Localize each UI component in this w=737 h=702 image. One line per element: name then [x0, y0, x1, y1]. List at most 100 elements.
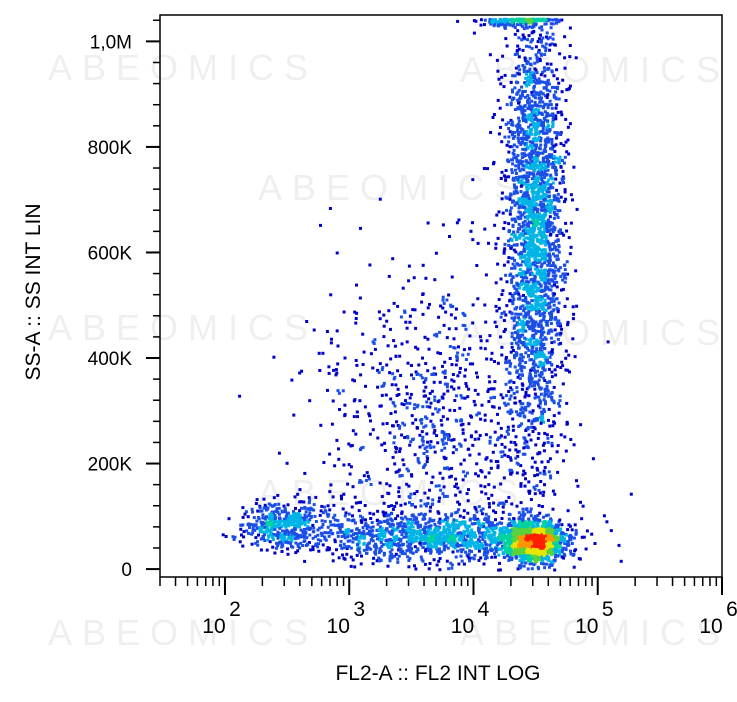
scatter-point	[284, 514, 288, 518]
scatter-point	[528, 233, 532, 237]
scatter-point	[408, 556, 412, 560]
scatter-point	[566, 125, 570, 129]
scatter-point	[512, 337, 516, 341]
scatter-point	[553, 131, 557, 134]
scatter-point	[548, 224, 552, 228]
scatter-point	[518, 559, 522, 562]
scatter-point	[537, 558, 541, 562]
scatter-point	[563, 190, 567, 194]
scatter-point	[298, 525, 301, 529]
scatter-point	[535, 265, 539, 269]
scatter-point	[500, 353, 504, 357]
scatter-point	[527, 113, 531, 117]
scatter-point	[528, 241, 532, 244]
scatter-point	[530, 90, 534, 94]
scatter-point	[543, 268, 547, 272]
scatter-point	[499, 277, 503, 281]
scatter-point	[490, 523, 494, 527]
scatter-point	[270, 517, 274, 521]
scatter-point	[358, 551, 362, 555]
scatter-point	[509, 80, 513, 84]
scatter-point	[555, 364, 559, 368]
scatter-point	[312, 508, 316, 512]
scatter-point	[255, 526, 259, 530]
scatter-point	[276, 524, 279, 528]
scatter-point	[534, 374, 537, 378]
scatter-point	[525, 174, 529, 178]
scatter-point	[507, 229, 511, 233]
scatter-point	[541, 278, 545, 282]
scatter-point	[534, 45, 538, 49]
scatter-point	[551, 528, 555, 532]
scatter-point	[501, 537, 505, 541]
scatter-point	[552, 548, 556, 552]
scatter-point	[510, 280, 514, 284]
scatter-point	[404, 525, 408, 529]
scatter-point	[523, 219, 527, 223]
scatter-point	[548, 210, 552, 214]
scatter-point	[508, 448, 512, 452]
scatter-point	[527, 310, 531, 314]
scatter-point	[508, 550, 512, 554]
scatter-point	[298, 509, 302, 513]
scatter-point	[551, 186, 555, 190]
scatter-point	[521, 160, 525, 164]
scatter-point	[282, 523, 286, 527]
scatter-point	[538, 398, 542, 402]
scatter-point	[536, 298, 539, 302]
scatter-point	[547, 82, 551, 86]
scatter-point	[341, 553, 344, 557]
scatter-point	[557, 97, 561, 101]
scatter-point	[296, 525, 300, 529]
scatter-point	[546, 93, 550, 97]
scatter-point	[516, 154, 520, 157]
scatter-point	[542, 219, 546, 223]
scatter-point	[542, 231, 546, 234]
scatter-point	[554, 373, 558, 377]
scatter-point	[537, 322, 541, 326]
scatter-point	[517, 522, 521, 526]
scatter-point	[527, 215, 530, 219]
scatter-point	[504, 273, 508, 277]
scatter-point	[546, 254, 550, 258]
scatter-point	[507, 538, 511, 542]
scatter-point	[542, 407, 546, 411]
scatter-point	[542, 531, 546, 535]
scatter-point	[510, 145, 514, 149]
scatter-point	[554, 274, 558, 278]
scatter-point	[562, 546, 566, 550]
scatter-point	[316, 545, 320, 549]
scatter-point	[542, 149, 546, 153]
scatter-point	[266, 538, 270, 542]
scatter-point	[554, 172, 558, 176]
scatter-point	[530, 203, 533, 207]
scatter-point	[542, 213, 546, 217]
scatter-point	[531, 456, 534, 460]
scatter-point	[547, 209, 551, 213]
scatter-point	[531, 334, 535, 338]
scatter-point	[291, 521, 295, 525]
scatter-point	[525, 276, 529, 280]
scatter-point	[529, 63, 533, 67]
watermark-text: ABEOMICS	[460, 612, 730, 653]
scatter-point	[263, 503, 267, 507]
scatter-point	[515, 52, 519, 56]
scatter-point	[321, 523, 325, 526]
scatter-point	[497, 77, 501, 81]
scatter-point	[559, 527, 562, 531]
scatter-point	[519, 254, 523, 258]
scatter-point	[507, 243, 511, 247]
scatter-point	[536, 151, 539, 155]
scatter-point	[526, 98, 530, 102]
scatter-point	[529, 373, 533, 377]
scatter-point	[280, 550, 284, 553]
scatter-point	[536, 125, 540, 129]
scatter-point	[513, 286, 517, 290]
scatter-point	[517, 339, 521, 343]
scatter-point	[561, 364, 565, 368]
scatter-point	[515, 49, 519, 52]
scatter-point	[544, 209, 548, 213]
scatter-point	[538, 363, 542, 367]
scatter-point	[529, 254, 533, 258]
scatter-point	[524, 245, 528, 249]
